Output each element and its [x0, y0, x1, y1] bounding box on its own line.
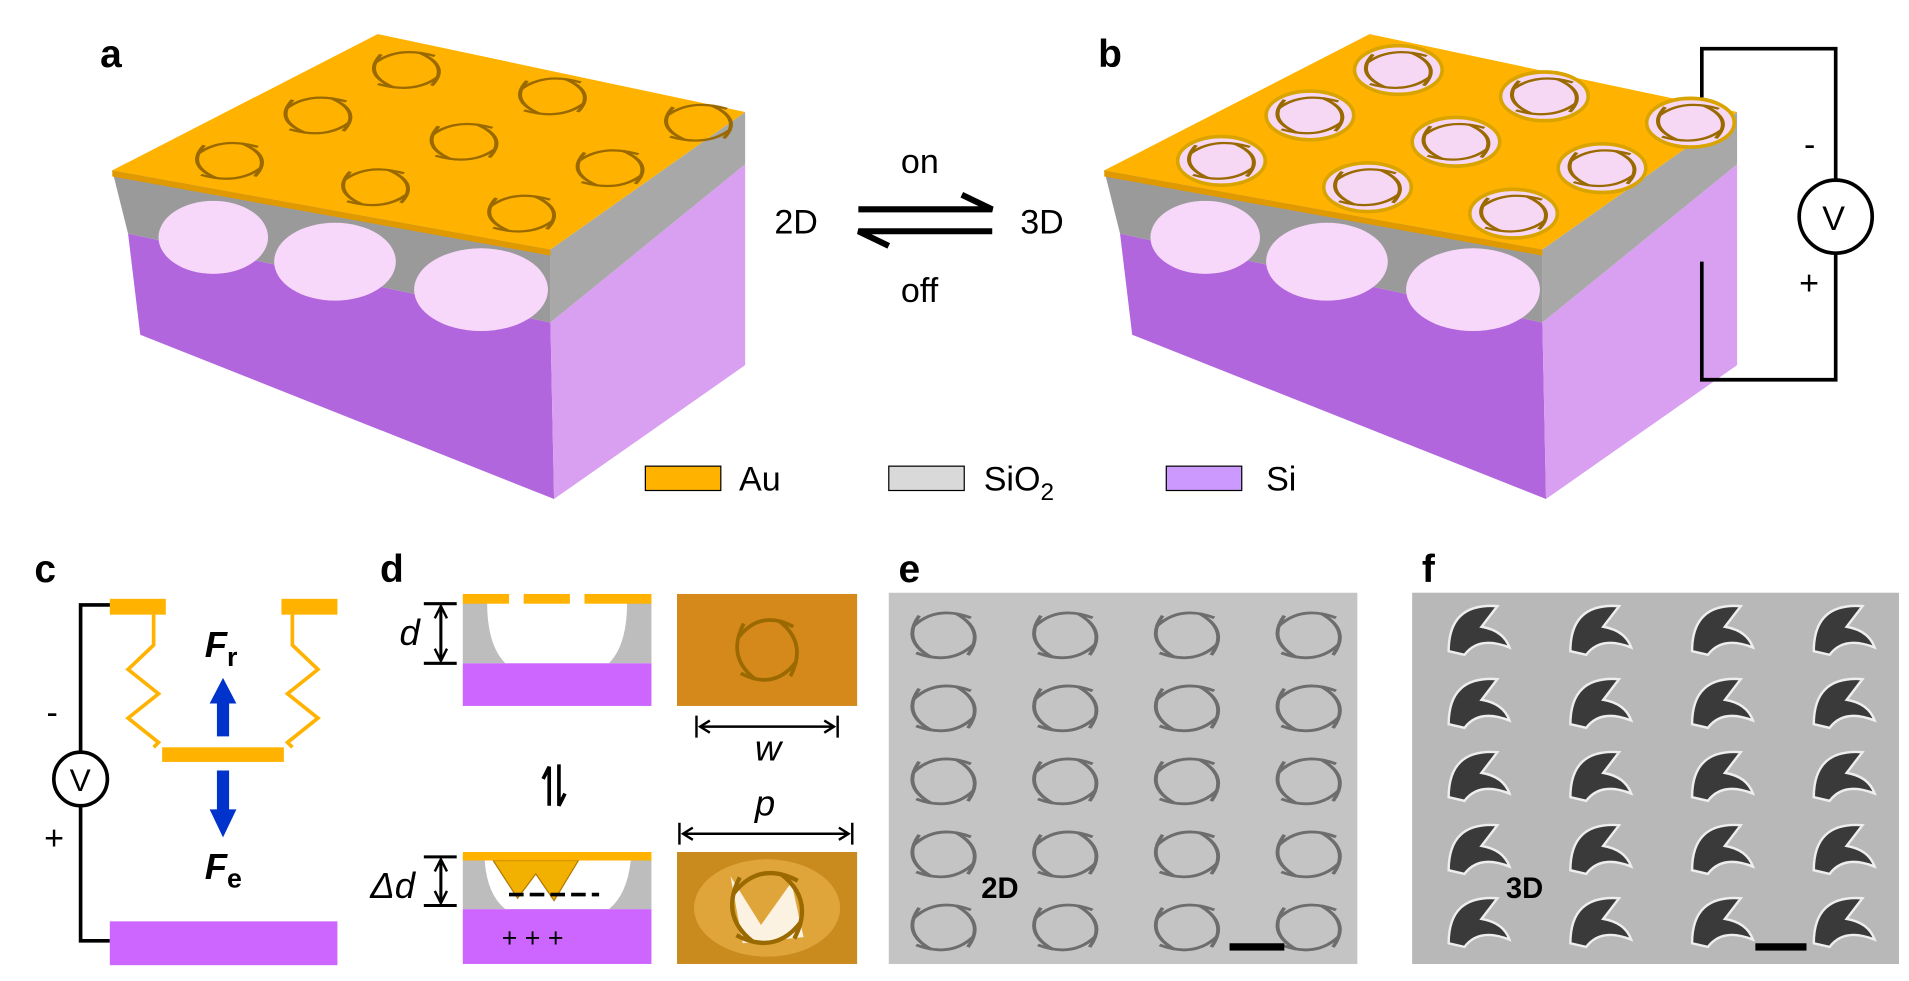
panel-label-c: c: [34, 548, 56, 591]
legend-swatch-si: [1165, 465, 1243, 492]
legend-label-si: Si: [1266, 460, 1296, 498]
legend-label-au: Au: [739, 460, 781, 498]
sem-3d-structure: [1812, 677, 1877, 730]
width-label: w: [755, 728, 784, 769]
charge-signs: + + +: [502, 923, 564, 953]
sem-3d-structure: [1812, 896, 1877, 949]
legend-swatch-au: [644, 465, 722, 492]
cross-section-3d: Δd + + +: [369, 851, 652, 964]
sem-3d-structure: [1690, 677, 1755, 730]
forward-arrow: [858, 191, 994, 213]
panel-label-a: a: [100, 33, 122, 76]
sem-3d-structure: [1690, 896, 1755, 949]
electrostatic-force-arrow: [209, 770, 237, 838]
panel-label-e: e: [899, 548, 921, 591]
voltmeter-icon: [1797, 178, 1875, 255]
minus-sign: -: [47, 694, 58, 732]
sem-3d-structure: [1690, 823, 1755, 876]
sem-3d-structure: [1569, 750, 1634, 803]
sem-3d-structure: [1690, 604, 1755, 657]
sem-label-3d: 3D: [1506, 873, 1543, 905]
circuit-b: V - +: [1699, 46, 1875, 382]
sem-3d-structure: [1447, 604, 1512, 657]
electrostatic-force-label: Fe: [205, 846, 242, 894]
state-switch: 2D 3D on off: [774, 143, 1063, 310]
top-view-3d: p: [676, 782, 858, 964]
label-on: on: [901, 143, 939, 181]
equilibrium-arrows: [541, 764, 567, 807]
plus-sign: +: [44, 820, 64, 858]
plus-sign: +: [1799, 265, 1819, 303]
sem-3d-structure: [1447, 823, 1512, 876]
legend-label-sio2: SiO2: [984, 460, 1054, 506]
reverse-arrow: [857, 228, 993, 249]
restoring-force-arrow: [209, 677, 237, 737]
panel-label-d: d: [380, 548, 404, 591]
legend-swatch-sio2: [888, 465, 965, 492]
sem-3d-structure: [1569, 896, 1634, 949]
sem-3d-structure: [1812, 604, 1877, 657]
membrane: [162, 747, 284, 762]
sem-image-2d: 2D: [888, 592, 1358, 964]
sem-image-3d: 3D: [1412, 592, 1899, 964]
voltmeter-label: V: [70, 762, 91, 798]
sem-label-2d: 2D: [981, 873, 1018, 905]
device-3d: [1104, 34, 1738, 500]
scale-bar: [1229, 943, 1285, 951]
label-off: off: [901, 272, 939, 310]
label-3d: 3D: [1020, 204, 1064, 242]
label-2d: 2D: [774, 204, 818, 242]
delta-gap-label: Δd: [369, 865, 416, 906]
device-2d: [112, 34, 746, 500]
voltmeter-icon: [52, 750, 110, 808]
top-view-2d: w: [676, 593, 858, 769]
panel-label-b: b: [1098, 33, 1122, 76]
sem-3d-structure: [1812, 823, 1877, 876]
substrate-plate: [109, 921, 338, 966]
sem-3d-structure: [1569, 823, 1634, 876]
sem-3d-structure: [1690, 750, 1755, 803]
spring-model: V - + Fr Fe: [44, 598, 338, 966]
sem-3d-structure: [1569, 604, 1634, 657]
sem-3d-structure: [1812, 750, 1877, 803]
sem-3d-structure: [1447, 896, 1512, 949]
period-label: p: [754, 782, 775, 823]
gap-label: d: [399, 612, 421, 653]
sem-3d-structure: [1569, 677, 1634, 730]
scale-bar: [1755, 943, 1807, 951]
minus-sign: -: [1804, 126, 1815, 164]
restoring-force-label: Fr: [205, 624, 238, 672]
sem-3d-structure: [1447, 677, 1512, 730]
voltmeter-label: V: [1822, 200, 1845, 238]
legend: Au SiO2 Si: [644, 460, 1296, 506]
panel-label-f: f: [1422, 548, 1436, 591]
sem-3d-structure: [1447, 750, 1512, 803]
spring-right: [284, 614, 321, 749]
spring-left: [125, 614, 162, 749]
cross-section-2d: d: [399, 593, 652, 706]
